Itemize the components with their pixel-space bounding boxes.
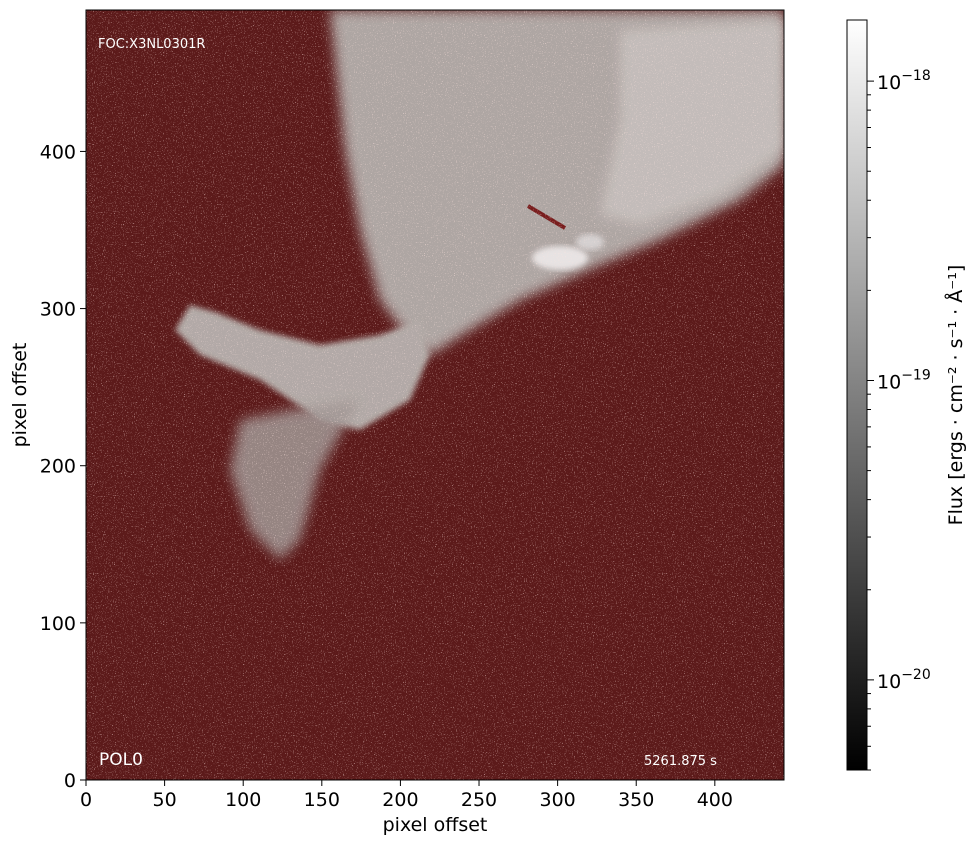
colorbar-gradient <box>846 19 868 771</box>
y-tick-label: 0 <box>64 770 76 792</box>
annotation-top-left: FOC:X3NL0301R <box>98 37 205 52</box>
y-axis: 0 100 200 300 400 <box>40 141 86 792</box>
annotation-bottom-left: POL0 <box>99 750 143 770</box>
noise-overlay <box>86 10 784 780</box>
colorbar-ticks: 10−18 10−19 10−20 <box>867 68 931 771</box>
colorbar-tick-label: 10−18 <box>877 68 931 94</box>
y-tick-label: 400 <box>40 141 76 163</box>
colorbar-tick-label: 10−19 <box>877 367 931 393</box>
colorbar-label: Flux [ergs · cm⁻² · s⁻¹ · Å⁻¹] <box>944 265 967 526</box>
plot-frame <box>85 9 785 781</box>
image-area <box>86 10 784 780</box>
annotation-bottom-right: 5261.875 s <box>644 754 717 769</box>
x-tick-label: 200 <box>382 789 418 811</box>
x-tick-label: 400 <box>697 789 733 811</box>
x-tick-label: 100 <box>225 789 261 811</box>
x-tick-label: 250 <box>461 789 497 811</box>
y-tick-label: 100 <box>40 613 76 635</box>
x-tick-label: 150 <box>304 789 340 811</box>
y-tick-label: 300 <box>40 299 76 321</box>
colorbar: 10−18 10−19 10−20 Flux [ergs · cm⁻² · s⁻¹ … <box>846 19 967 771</box>
x-tick-label: 0 <box>80 789 92 811</box>
x-tick-label: 350 <box>618 789 654 811</box>
y-tick-label: 200 <box>40 456 76 478</box>
x-axis: 0 50 100 150 200 250 300 350 400 <box>80 780 733 811</box>
x-tick-label: 50 <box>153 789 177 811</box>
y-axis-label: pixel offset <box>9 343 31 448</box>
colorbar-tick-label: 10−20 <box>877 667 931 693</box>
x-tick-label: 300 <box>539 789 575 811</box>
x-axis-label: pixel offset <box>383 814 488 836</box>
